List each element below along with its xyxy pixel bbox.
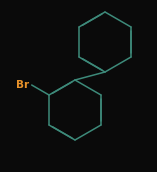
Text: Br: Br [16, 80, 29, 90]
